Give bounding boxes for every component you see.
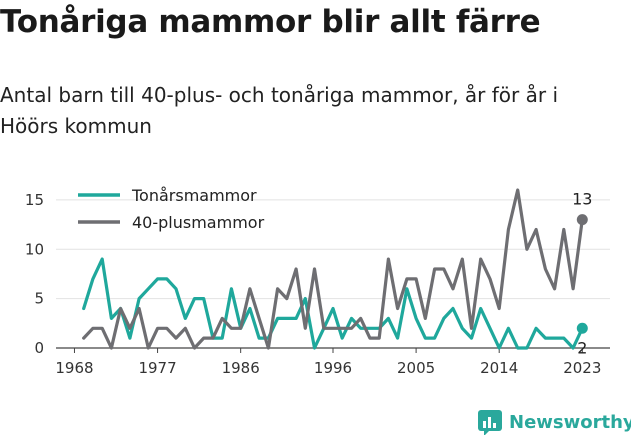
newsworthy-logo: Newsworthy	[477, 409, 631, 435]
series-end-point-1	[576, 214, 588, 226]
y-tick-label: 5	[34, 290, 44, 308]
x-axis-tick-labels: 1968 1977 1986 1996 2005 2014 2023	[55, 348, 601, 377]
chart-legend: Tonårsmammor 40-plusmammor	[78, 186, 265, 232]
x-tick-label: 1968	[55, 359, 93, 377]
y-tick-label: 15	[25, 191, 44, 209]
x-tick-label: 2005	[397, 359, 435, 377]
x-tick-label: 2014	[480, 359, 518, 377]
x-tick-label: 1977	[138, 359, 176, 377]
legend-label-1: 40-plusmammor	[132, 213, 265, 232]
page-subtitle: Antal barn till 40-plus- och tonåriga ma…	[0, 83, 559, 138]
brand-name: Newsworthy	[509, 411, 631, 433]
y-tick-label: 0	[34, 339, 44, 357]
series-end-label-1: 13	[572, 190, 592, 209]
x-tick-label: 2023	[563, 359, 601, 377]
series-end-label-0: 2	[577, 338, 587, 357]
series-end-point-0	[576, 322, 588, 334]
series-lines	[82, 188, 584, 350]
newsworthy-chart-icon	[478, 410, 502, 435]
y-tick-label: 10	[25, 240, 44, 258]
series-end-points: 2 13	[572, 190, 592, 358]
x-tick-label: 1986	[222, 359, 260, 377]
series-line-1	[82, 188, 584, 350]
x-tick-label: 1996	[314, 359, 352, 377]
page-title: Tonåriga mammor blir allt färre	[0, 4, 541, 40]
series-line-0	[82, 257, 584, 350]
y-axis-tick-labels: 0 5 10 15	[25, 191, 44, 357]
legend-label-0: Tonårsmammor	[131, 186, 257, 205]
